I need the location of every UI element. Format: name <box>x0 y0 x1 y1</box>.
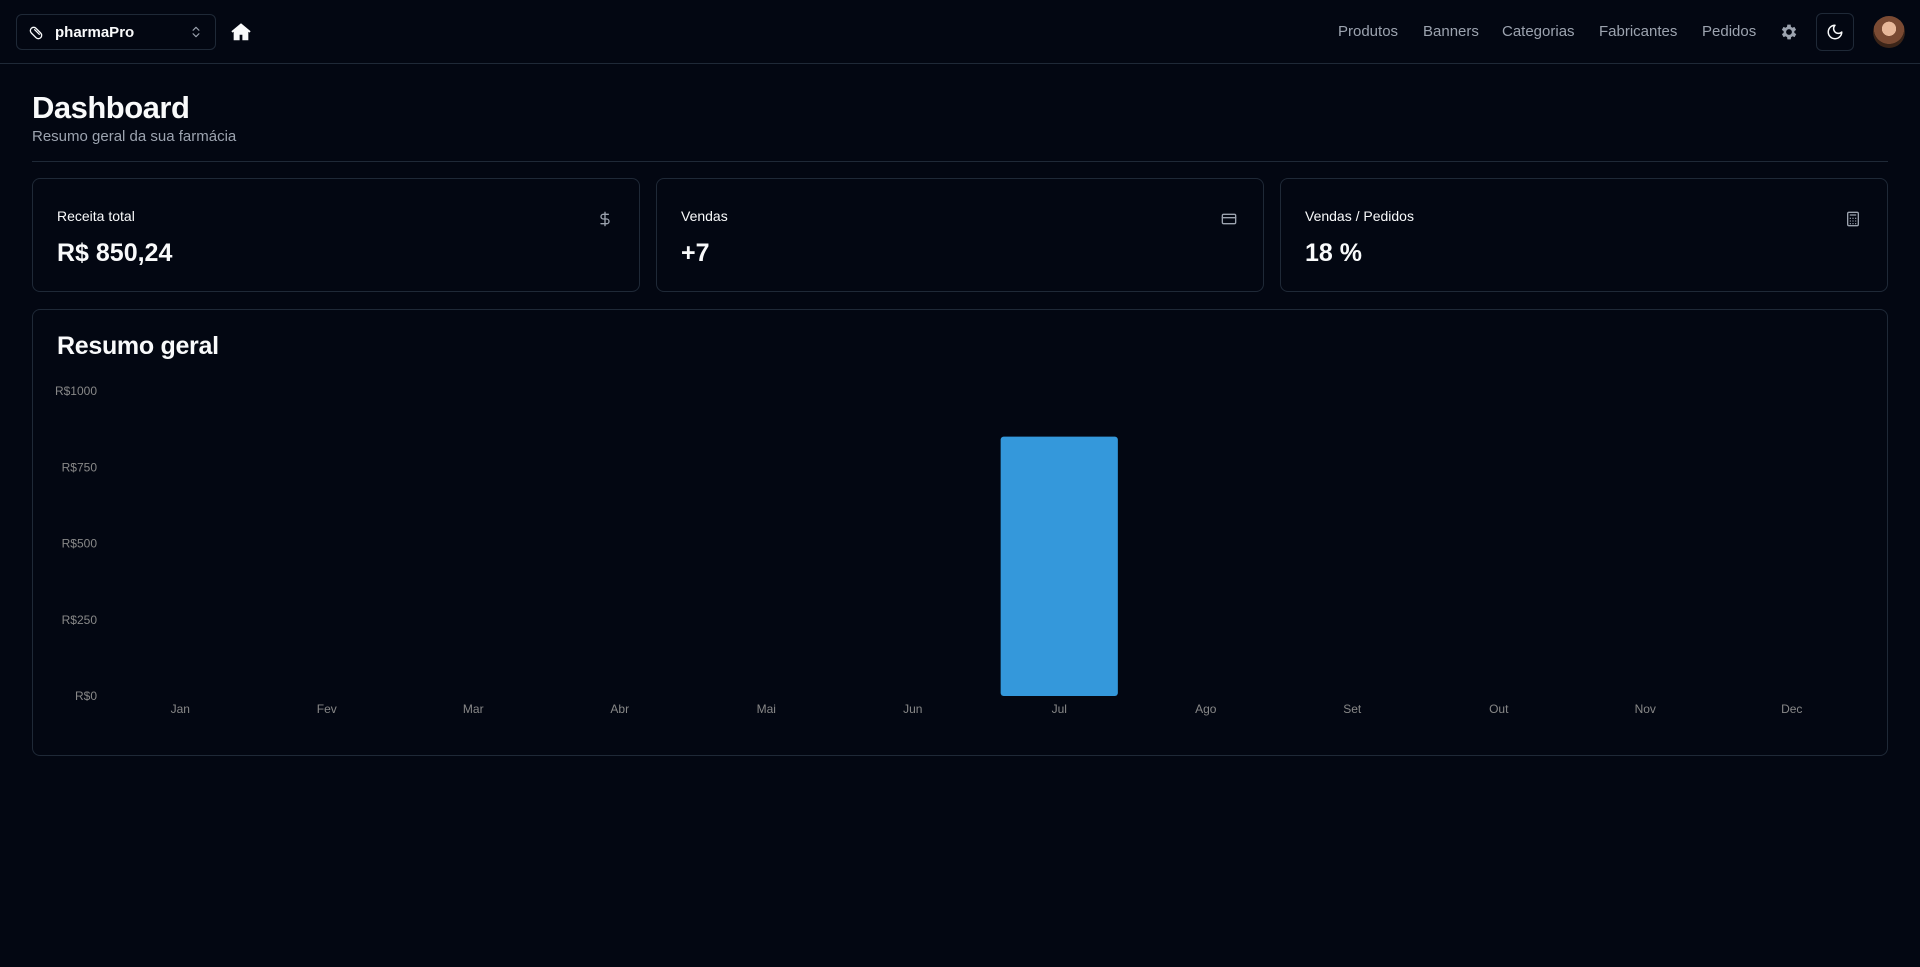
page-subtitle: Resumo geral da sua farmácia <box>32 128 237 145</box>
overview-chart-card: Resumo geral R$0 R$250 R$500 R$750 R$1000 Jan… <box>32 309 1888 756</box>
nav-link-pedidos[interactable]: Pedidos <box>1702 23 1757 40</box>
x-axis-tick-label: Mai <box>757 702 776 716</box>
revenue-bar-chart: R$0 R$250 R$500 R$750 R$1000 Jan Fev Mar Abr Mai J… <box>55 384 1802 716</box>
y-axis-tick-label: R$0 <box>75 689 97 703</box>
x-axis-tick-label: Abr <box>610 702 629 716</box>
nav-link-banners[interactable]: Banners <box>1423 23 1479 40</box>
calculator-icon <box>1847 211 1859 227</box>
x-axis-tick-label: Mar <box>463 702 484 716</box>
user-avatar[interactable] <box>1873 16 1905 48</box>
stat-card-label: Vendas <box>681 208 728 224</box>
y-axis-tick-label: R$1000 <box>55 384 97 398</box>
nav-link-fabricantes[interactable]: Fabricantes <box>1599 23 1678 40</box>
gear-icon[interactable] <box>1779 22 1799 42</box>
stat-card-label: Receita total <box>57 208 135 224</box>
stat-card-value: 18 % <box>1305 239 1362 267</box>
stat-card-vendas: Vendas +7 <box>656 178 1264 292</box>
y-axis-tick-label: R$250 <box>62 613 98 627</box>
x-axis-tick-label: Out <box>1489 702 1509 716</box>
divider <box>32 161 1888 162</box>
page-title: Dashboard <box>32 90 190 125</box>
stat-card-label: Vendas / Pedidos <box>1305 208 1414 224</box>
theme-toggle-button[interactable] <box>1816 13 1854 51</box>
nav-link-categorias[interactable]: Categorias <box>1502 23 1575 40</box>
pill-icon <box>29 26 43 40</box>
x-axis-tick-label: Jun <box>903 702 922 716</box>
moon-icon <box>1827 24 1843 40</box>
credit-card-icon <box>1221 213 1237 225</box>
chart-bar-jul[interactable] <box>1000 436 1118 696</box>
chart-title: Resumo geral <box>57 332 219 360</box>
home-icon[interactable] <box>230 21 252 43</box>
x-axis-tick-label: Jan <box>171 702 190 716</box>
top-navigation-bar: pharmaPro Produtos Banners Categorias Fa… <box>0 0 1920 64</box>
x-axis-tick-label: Jul <box>1052 702 1067 716</box>
chevrons-up-down-icon <box>192 26 200 38</box>
nav-link-produtos[interactable]: Produtos <box>1338 23 1399 40</box>
x-axis-tick-label: Nov <box>1635 702 1656 716</box>
x-axis-tick-label: Fev <box>317 702 337 716</box>
dollar-icon <box>600 211 610 227</box>
x-axis-tick-label: Ago <box>1195 702 1217 716</box>
store-name: pharmaPro <box>55 23 135 41</box>
x-axis-tick-label: Dec <box>1781 702 1802 716</box>
store-switcher[interactable]: pharmaPro <box>16 14 216 50</box>
y-axis-tick-label: R$750 <box>62 460 98 474</box>
stat-card-value: R$ 850,24 <box>57 239 173 267</box>
y-axis-tick-label: R$500 <box>62 537 98 551</box>
x-axis-tick-label: Set <box>1343 702 1362 716</box>
stat-card-value: +7 <box>681 239 710 267</box>
stat-card-vendas-pedidos: Vendas / Pedidos 18 % <box>1280 178 1888 292</box>
stat-card-receita-total: Receita total R$ 850,24 <box>32 178 640 292</box>
